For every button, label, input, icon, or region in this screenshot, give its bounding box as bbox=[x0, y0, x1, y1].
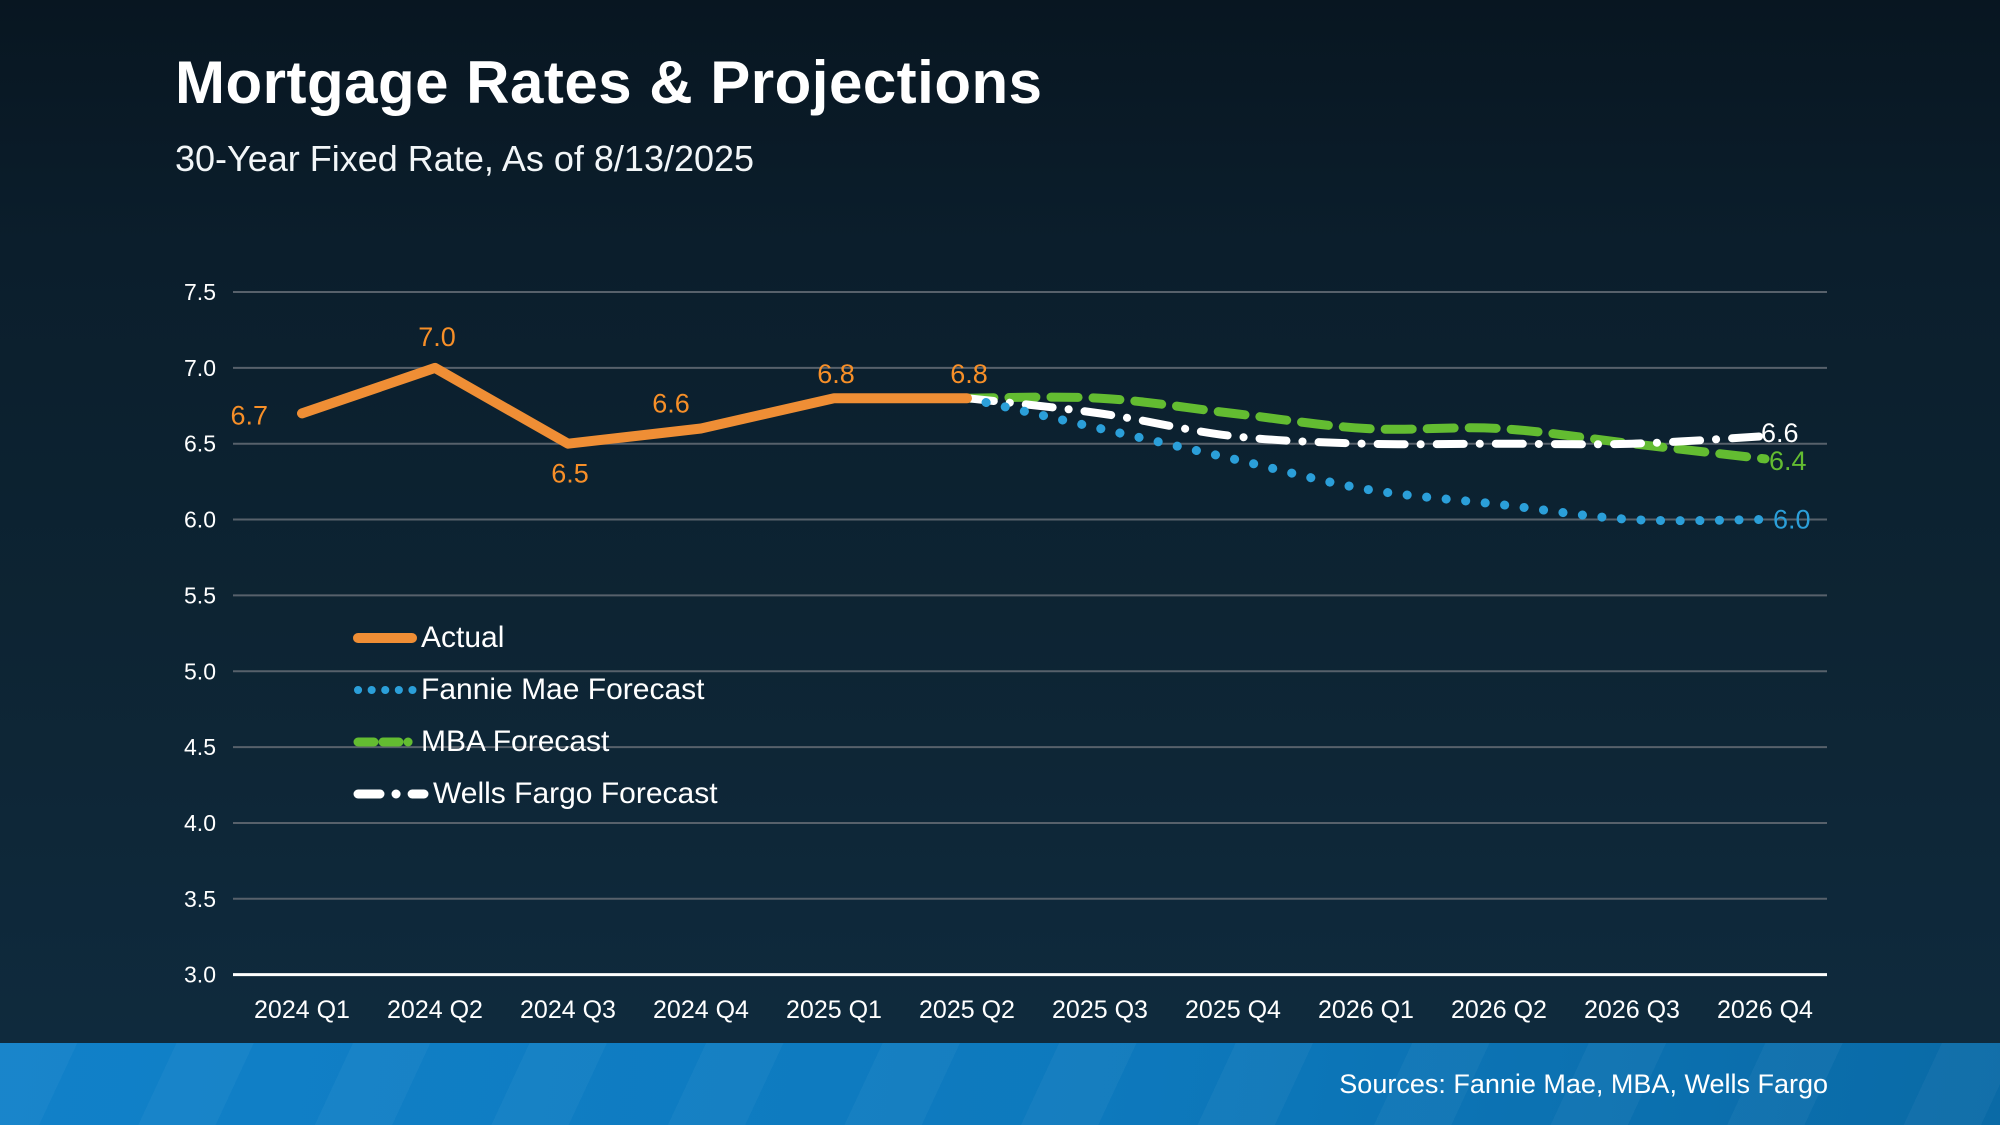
legend-label: Wells Fargo Forecast bbox=[433, 777, 718, 810]
data-label: 6.8 bbox=[817, 359, 855, 389]
dashed-line-icon bbox=[353, 737, 418, 747]
data-label: 6.7 bbox=[230, 400, 268, 430]
x-tick-label: 2024 Q1 bbox=[254, 996, 350, 1024]
series-line-actual bbox=[297, 362, 972, 449]
legend-label: Fannie Mae Forecast bbox=[421, 673, 705, 706]
x-tick-label: 2025 Q4 bbox=[1185, 996, 1281, 1024]
x-tick-label: 2025 Q3 bbox=[1052, 996, 1148, 1024]
y-tick-label: 4.5 bbox=[184, 734, 216, 760]
x-tick-label: 2026 Q2 bbox=[1451, 996, 1547, 1024]
y-tick-label: 6.0 bbox=[184, 507, 216, 533]
y-tick-label: 5.5 bbox=[184, 582, 216, 608]
y-tick-label: 7.5 bbox=[184, 279, 216, 305]
legend-label: Actual bbox=[421, 621, 505, 654]
x-tick-label: 2024 Q2 bbox=[387, 996, 483, 1024]
y-tick-label: 3.0 bbox=[184, 962, 216, 988]
page-title: Mortgage Rates & Projections bbox=[175, 49, 1043, 116]
series-line-wells-fargo-forecast bbox=[963, 394, 1769, 449]
x-tick-label: 2026 Q3 bbox=[1584, 996, 1680, 1024]
x-tick-label: 2024 Q3 bbox=[520, 996, 616, 1024]
legend-item-actual: Actual bbox=[352, 612, 718, 664]
source-bar: Sources: Fannie Mae, MBA, Wells Fargo bbox=[0, 1043, 2000, 1125]
data-label: 7.0 bbox=[418, 322, 456, 352]
x-tick-label: 2025 Q1 bbox=[786, 996, 882, 1024]
legend-item-fannie-mae: Fannie Mae Forecast bbox=[352, 664, 718, 716]
x-tick-label: 2026 Q1 bbox=[1318, 996, 1414, 1024]
header: Mortgage Rates & Projections 30-Year Fix… bbox=[175, 50, 1043, 180]
y-tick-label: 5.0 bbox=[184, 658, 216, 684]
legend-item-wells-fargo: Wells Fargo Forecast bbox=[352, 768, 718, 820]
y-tick-label: 3.5 bbox=[184, 886, 216, 912]
data-label: 6.6 bbox=[652, 389, 690, 419]
solid-line-icon bbox=[353, 633, 417, 643]
x-tick-label: 2026 Q4 bbox=[1717, 996, 1813, 1024]
dotted-line-icon bbox=[354, 686, 418, 694]
y-tick-label: 7.0 bbox=[184, 355, 216, 381]
chart-legend: Actual Fannie Mae Forecast MBA Forecast … bbox=[352, 612, 718, 820]
x-tick-label: 2025 Q2 bbox=[919, 996, 1015, 1024]
series-line-fannie-mae-forecast bbox=[962, 393, 1770, 526]
dashdot-line-icon bbox=[353, 789, 429, 799]
data-label: 6.0 bbox=[1773, 505, 1811, 535]
data-label: 6.4 bbox=[1769, 446, 1807, 476]
series-line-mba-forecast bbox=[962, 392, 1770, 464]
y-tick-label: 6.5 bbox=[184, 431, 216, 457]
data-label: 6.8 bbox=[950, 359, 988, 389]
sources-text: Sources: Fannie Mae, MBA, Wells Fargo bbox=[1339, 1068, 1828, 1099]
page-subtitle: 30-Year Fixed Rate, As of 8/13/2025 bbox=[175, 138, 755, 179]
x-tick-label: 2024 Q4 bbox=[653, 996, 749, 1024]
data-label: 6.5 bbox=[551, 459, 589, 489]
data-label: 6.6 bbox=[1761, 418, 1799, 448]
y-tick-label: 4.0 bbox=[184, 810, 216, 836]
legend-label: MBA Forecast bbox=[421, 725, 610, 758]
legend-item-mba: MBA Forecast bbox=[352, 716, 718, 768]
